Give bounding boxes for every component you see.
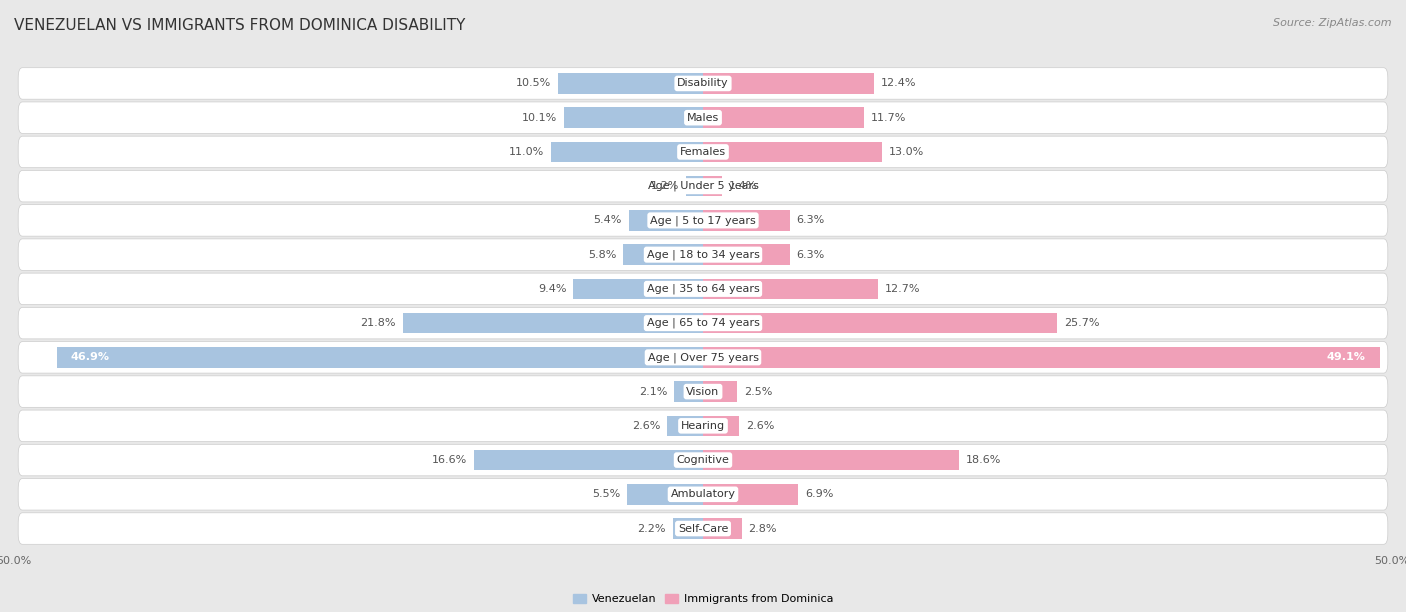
- Bar: [668, 416, 703, 436]
- Text: 2.2%: 2.2%: [637, 523, 666, 534]
- Text: 12.4%: 12.4%: [880, 78, 917, 89]
- Bar: [402, 313, 703, 334]
- Text: Age | 35 to 64 years: Age | 35 to 64 years: [647, 283, 759, 294]
- Text: Males: Males: [688, 113, 718, 122]
- FancyBboxPatch shape: [18, 307, 1388, 339]
- Bar: [673, 381, 703, 402]
- FancyBboxPatch shape: [18, 513, 1388, 544]
- Text: 21.8%: 21.8%: [360, 318, 395, 328]
- Text: 16.6%: 16.6%: [432, 455, 467, 465]
- Text: Source: ZipAtlas.com: Source: ZipAtlas.com: [1274, 18, 1392, 28]
- Text: 25.7%: 25.7%: [1064, 318, 1099, 328]
- Text: 6.9%: 6.9%: [806, 490, 834, 499]
- Text: 49.1%: 49.1%: [1327, 353, 1365, 362]
- Bar: [703, 450, 959, 471]
- Bar: [703, 108, 865, 128]
- Text: 1.4%: 1.4%: [730, 181, 758, 191]
- Bar: [703, 176, 723, 196]
- Text: Age | Over 75 years: Age | Over 75 years: [648, 352, 758, 362]
- Text: 6.3%: 6.3%: [797, 250, 825, 259]
- Text: VENEZUELAN VS IMMIGRANTS FROM DOMINICA DISABILITY: VENEZUELAN VS IMMIGRANTS FROM DOMINICA D…: [14, 18, 465, 34]
- Bar: [703, 313, 1057, 334]
- Text: 10.1%: 10.1%: [522, 113, 557, 122]
- Text: 5.5%: 5.5%: [592, 490, 620, 499]
- Bar: [564, 108, 703, 128]
- FancyBboxPatch shape: [18, 341, 1388, 373]
- Text: 10.5%: 10.5%: [516, 78, 551, 89]
- Text: 9.4%: 9.4%: [538, 284, 567, 294]
- FancyBboxPatch shape: [18, 479, 1388, 510]
- Text: 6.3%: 6.3%: [797, 215, 825, 225]
- Bar: [627, 484, 703, 504]
- Text: 2.1%: 2.1%: [638, 387, 668, 397]
- FancyBboxPatch shape: [18, 444, 1388, 476]
- Text: Cognitive: Cognitive: [676, 455, 730, 465]
- Bar: [703, 416, 738, 436]
- FancyBboxPatch shape: [18, 102, 1388, 133]
- Text: 13.0%: 13.0%: [889, 147, 924, 157]
- Bar: [628, 210, 703, 231]
- Text: Disability: Disability: [678, 78, 728, 89]
- Text: 46.9%: 46.9%: [70, 353, 110, 362]
- Text: 11.7%: 11.7%: [872, 113, 907, 122]
- Text: 5.8%: 5.8%: [588, 250, 616, 259]
- Text: 2.8%: 2.8%: [748, 523, 778, 534]
- Bar: [703, 141, 882, 162]
- Text: Self-Care: Self-Care: [678, 523, 728, 534]
- Bar: [703, 484, 799, 504]
- Bar: [703, 518, 741, 539]
- Bar: [703, 347, 1379, 368]
- Bar: [703, 278, 877, 299]
- Text: Age | 5 to 17 years: Age | 5 to 17 years: [650, 215, 756, 226]
- Text: 11.0%: 11.0%: [509, 147, 544, 157]
- Bar: [703, 381, 738, 402]
- Text: 18.6%: 18.6%: [966, 455, 1001, 465]
- Bar: [703, 210, 790, 231]
- FancyBboxPatch shape: [18, 68, 1388, 99]
- Text: 2.6%: 2.6%: [631, 421, 661, 431]
- Text: 1.2%: 1.2%: [651, 181, 679, 191]
- Text: 2.5%: 2.5%: [744, 387, 773, 397]
- Text: 12.7%: 12.7%: [884, 284, 921, 294]
- Bar: [703, 244, 790, 265]
- Text: Ambulatory: Ambulatory: [671, 490, 735, 499]
- Text: 5.4%: 5.4%: [593, 215, 621, 225]
- FancyBboxPatch shape: [18, 376, 1388, 408]
- Text: Hearing: Hearing: [681, 421, 725, 431]
- FancyBboxPatch shape: [18, 204, 1388, 236]
- Text: Females: Females: [681, 147, 725, 157]
- FancyBboxPatch shape: [18, 239, 1388, 271]
- Bar: [574, 278, 703, 299]
- Bar: [672, 518, 703, 539]
- Text: 2.6%: 2.6%: [745, 421, 775, 431]
- Text: Age | 18 to 34 years: Age | 18 to 34 years: [647, 250, 759, 260]
- Bar: [686, 176, 703, 196]
- Bar: [703, 73, 875, 94]
- FancyBboxPatch shape: [18, 136, 1388, 168]
- Legend: Venezuelan, Immigrants from Dominica: Venezuelan, Immigrants from Dominica: [568, 589, 838, 609]
- FancyBboxPatch shape: [18, 170, 1388, 202]
- Bar: [474, 450, 703, 471]
- Bar: [558, 73, 703, 94]
- Bar: [623, 244, 703, 265]
- Text: Vision: Vision: [686, 387, 720, 397]
- Bar: [56, 347, 703, 368]
- Text: Age | 65 to 74 years: Age | 65 to 74 years: [647, 318, 759, 329]
- Bar: [551, 141, 703, 162]
- Text: Age | Under 5 years: Age | Under 5 years: [648, 181, 758, 192]
- FancyBboxPatch shape: [18, 273, 1388, 305]
- FancyBboxPatch shape: [18, 410, 1388, 442]
